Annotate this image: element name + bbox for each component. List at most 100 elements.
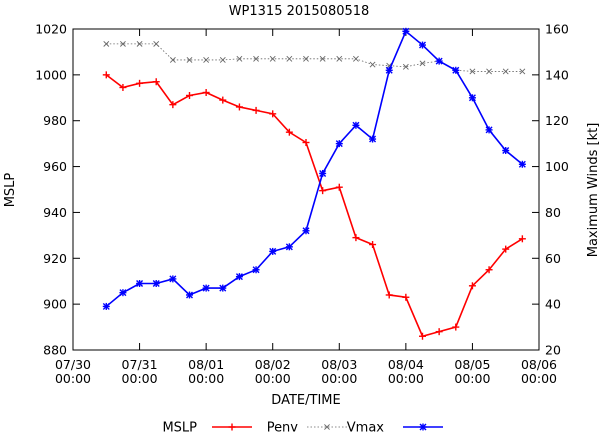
x-tick-label: 08/05 bbox=[454, 357, 490, 372]
data-point-penv bbox=[353, 55, 359, 62]
y-axis-left-label: MSLP bbox=[3, 173, 18, 208]
x-tick-label: 08/01 bbox=[188, 357, 224, 372]
data-point-penv bbox=[303, 55, 309, 62]
data-point-vmax bbox=[285, 243, 293, 251]
data-point-mslp bbox=[518, 235, 526, 243]
series-penv bbox=[103, 40, 526, 75]
data-point-mslp bbox=[152, 78, 160, 86]
data-point-penv bbox=[486, 68, 492, 75]
data-point-vmax bbox=[518, 160, 526, 168]
data-point-mslp bbox=[419, 332, 426, 340]
data-point-penv bbox=[469, 68, 476, 75]
y-left-tick-label: 980 bbox=[43, 113, 67, 128]
data-point-penv bbox=[169, 57, 176, 63]
data-point-vmax bbox=[369, 135, 377, 143]
data-point-penv bbox=[120, 40, 126, 47]
x-tick-label: 08/02 bbox=[255, 357, 291, 372]
legend: MSLP Penv Vmax bbox=[162, 421, 443, 432]
x-tick-label-time: 00:00 bbox=[255, 371, 291, 386]
data-point-vmax bbox=[302, 227, 310, 235]
y-right-tick-label: 120 bbox=[545, 113, 569, 128]
data-point-mslp bbox=[202, 89, 210, 97]
data-point-vmax bbox=[502, 147, 510, 155]
y-axis-right-label: Maximum Winds [kt] bbox=[586, 123, 601, 258]
data-point-penv bbox=[402, 63, 409, 70]
data-point-penv bbox=[319, 55, 326, 62]
data-point-mslp bbox=[402, 293, 410, 301]
data-point-mslp bbox=[435, 328, 443, 336]
data-point-vmax bbox=[136, 280, 144, 288]
data-point-vmax bbox=[335, 140, 343, 148]
y-right-tick-label: 20 bbox=[545, 343, 561, 358]
data-point-mslp bbox=[119, 83, 127, 91]
y-left-tick-label: 900 bbox=[43, 297, 67, 312]
x-tick-label-time: 00:00 bbox=[321, 371, 357, 386]
y-right-tick-label: 40 bbox=[545, 297, 561, 312]
legend-marker-vmax bbox=[419, 423, 427, 431]
data-point-vmax bbox=[152, 280, 160, 288]
series-mslp bbox=[102, 71, 526, 340]
data-point-vmax bbox=[402, 27, 410, 35]
data-point-mslp bbox=[252, 106, 260, 114]
data-point-mslp bbox=[352, 234, 360, 242]
data-point-mslp bbox=[385, 291, 393, 299]
data-point-mslp bbox=[169, 101, 177, 109]
plot-area-frame bbox=[72, 28, 540, 351]
data-point-mslp bbox=[485, 266, 493, 274]
data-point-mslp bbox=[369, 241, 377, 249]
data-point-vmax bbox=[119, 289, 127, 297]
x-tick-label: 08/04 bbox=[388, 357, 424, 372]
data-point-mslp bbox=[285, 128, 293, 136]
data-point-mslp bbox=[136, 79, 144, 87]
data-point-penv bbox=[219, 57, 226, 63]
y-left-tick-label: 960 bbox=[43, 159, 67, 174]
data-point-vmax bbox=[235, 273, 243, 281]
data-point-vmax bbox=[419, 41, 426, 49]
data-point-vmax bbox=[219, 284, 227, 292]
data-point-penv bbox=[502, 68, 509, 75]
y-right-tick-label: 140 bbox=[545, 67, 569, 82]
x-tick-label-time: 00:00 bbox=[122, 371, 158, 386]
data-point-penv bbox=[269, 55, 276, 62]
legend-label: Penv bbox=[267, 421, 299, 432]
x-tick-label-time: 00:00 bbox=[388, 371, 424, 386]
data-point-mslp bbox=[102, 71, 110, 79]
y-right-tick-label: 100 bbox=[545, 159, 569, 174]
x-tick-label: 07/31 bbox=[122, 357, 158, 372]
x-tick-label: 08/03 bbox=[321, 357, 357, 372]
y-right-tick-label: 80 bbox=[545, 205, 561, 220]
data-point-mslp bbox=[335, 183, 343, 191]
data-point-mslp bbox=[219, 96, 227, 104]
data-point-penv bbox=[286, 55, 293, 62]
chart-title: WP1315 2015080518 bbox=[229, 4, 370, 19]
data-point-penv bbox=[136, 40, 143, 47]
data-point-penv bbox=[369, 61, 376, 68]
y-left-tick-label: 1000 bbox=[35, 67, 67, 82]
legend-marker-mslp bbox=[228, 423, 236, 431]
data-point-penv bbox=[153, 40, 160, 47]
data-point-vmax bbox=[186, 291, 193, 299]
series-line-penv bbox=[106, 43, 523, 72]
x-tick-label-time: 00:00 bbox=[55, 371, 91, 386]
data-point-vmax bbox=[202, 284, 210, 292]
y-left-tick-label: 880 bbox=[43, 343, 67, 358]
data-point-vmax bbox=[352, 121, 360, 129]
data-point-vmax bbox=[435, 57, 443, 65]
data-point-vmax bbox=[485, 126, 493, 134]
data-point-mslp bbox=[186, 91, 193, 99]
data-point-penv bbox=[236, 55, 243, 62]
data-point-penv bbox=[336, 55, 343, 62]
legend-marker-penv bbox=[324, 424, 330, 430]
x-tick-label-time: 00:00 bbox=[188, 371, 224, 386]
x-axis-label: DATE/TIME bbox=[271, 393, 340, 408]
data-point-penv bbox=[203, 57, 210, 63]
x-tick-label: 08/06 bbox=[521, 357, 557, 372]
data-point-vmax bbox=[169, 275, 177, 283]
legend-label: Vmax bbox=[347, 421, 385, 432]
data-point-mslp bbox=[502, 245, 510, 253]
y-left-tick-label: 920 bbox=[43, 251, 67, 266]
data-point-mslp bbox=[235, 103, 243, 111]
y-right-tick-label: 60 bbox=[545, 251, 561, 266]
data-point-penv bbox=[186, 57, 193, 63]
